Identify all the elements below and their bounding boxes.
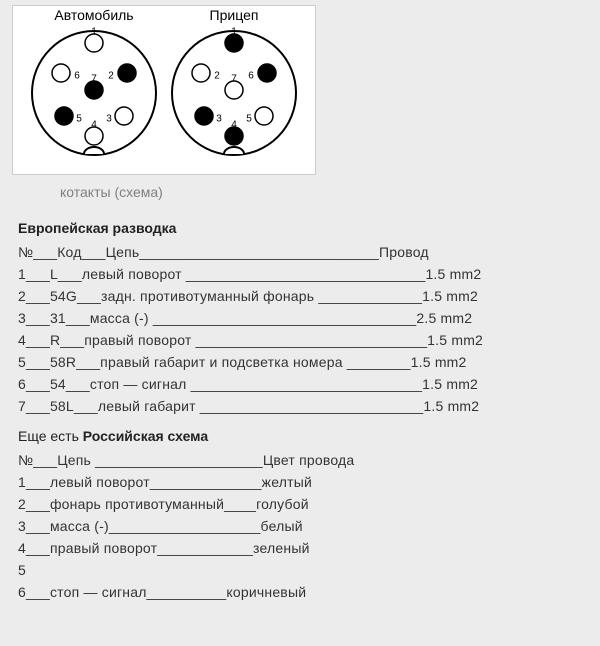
pin-3 (195, 107, 213, 125)
pin-label-1: 1 (231, 27, 237, 38)
pin-label-3: 3 (106, 114, 112, 125)
rus-row: 2___фонарь противотуманный____голубой (18, 496, 600, 512)
euro-row: 3___31___масса (-) _____________________… (18, 310, 600, 326)
pin-label-2: 2 (214, 71, 220, 82)
pin-6 (52, 64, 70, 82)
pin-label-5: 5 (76, 114, 82, 125)
pin-5 (55, 107, 73, 125)
pin-label-2: 2 (108, 71, 114, 82)
connector-notch (84, 147, 104, 154)
pin-3 (115, 107, 133, 125)
rus-section: Еще есть Российская схема №___Цепь _____… (18, 428, 600, 600)
rus-row: 6___стоп — сигнал__________коричневый (18, 584, 600, 600)
pin-label-5: 5 (246, 114, 252, 125)
label-trailer: Прицеп (210, 8, 259, 23)
pin-label-3: 3 (216, 114, 222, 125)
pin-label-7: 7 (91, 74, 97, 85)
rus-title: Еще есть Российская схема (18, 428, 600, 444)
pin-5 (255, 107, 273, 125)
rus-row: 4___правый поворот____________зеленый (18, 540, 600, 556)
pin-label-1: 1 (91, 27, 97, 38)
euro-row: 6___54___стоп — сигнал _________________… (18, 376, 600, 392)
pin-label-6: 6 (74, 71, 80, 82)
pin-2 (118, 64, 136, 82)
pin-label-4: 4 (231, 120, 237, 131)
connector-diagram: АвтомобильПрицеп12345671234567 (12, 5, 316, 175)
pin-label-7: 7 (231, 74, 237, 85)
euro-row: 5___58R___правый габарит и подсветка ном… (18, 354, 600, 370)
diagram-caption: котакты (схема) (60, 184, 600, 200)
euro-section: Европейская разводка №___Код___Цепь_____… (18, 220, 600, 414)
euro-row: 7___58L___левый габарит ________________… (18, 398, 600, 414)
euro-row: 2___54G___задн. противотуманный фонарь _… (18, 288, 600, 304)
rus-row: 3___масса (-)___________________белый (18, 518, 600, 534)
rus-row: 1___левый поворот______________желтый (18, 474, 600, 490)
euro-title: Европейская разводка (18, 220, 600, 236)
connector-svg: АвтомобильПрицеп12345671234567 (19, 8, 309, 168)
euro-row: 1___L___левый поворот __________________… (18, 266, 600, 282)
pin-6 (258, 64, 276, 82)
pin-label-6: 6 (248, 71, 254, 82)
euro-row: 4___R___правый поворот _________________… (18, 332, 600, 348)
rus-header: №___Цепь _____________________Цвет прово… (18, 452, 600, 468)
rus-row: 5 (18, 562, 600, 578)
euro-header: №___Код___Цепь__________________________… (18, 244, 600, 260)
label-auto: Автомобиль (54, 8, 133, 23)
pin-label-4: 4 (91, 120, 97, 131)
connector-notch (224, 147, 244, 154)
pin-2 (192, 64, 210, 82)
